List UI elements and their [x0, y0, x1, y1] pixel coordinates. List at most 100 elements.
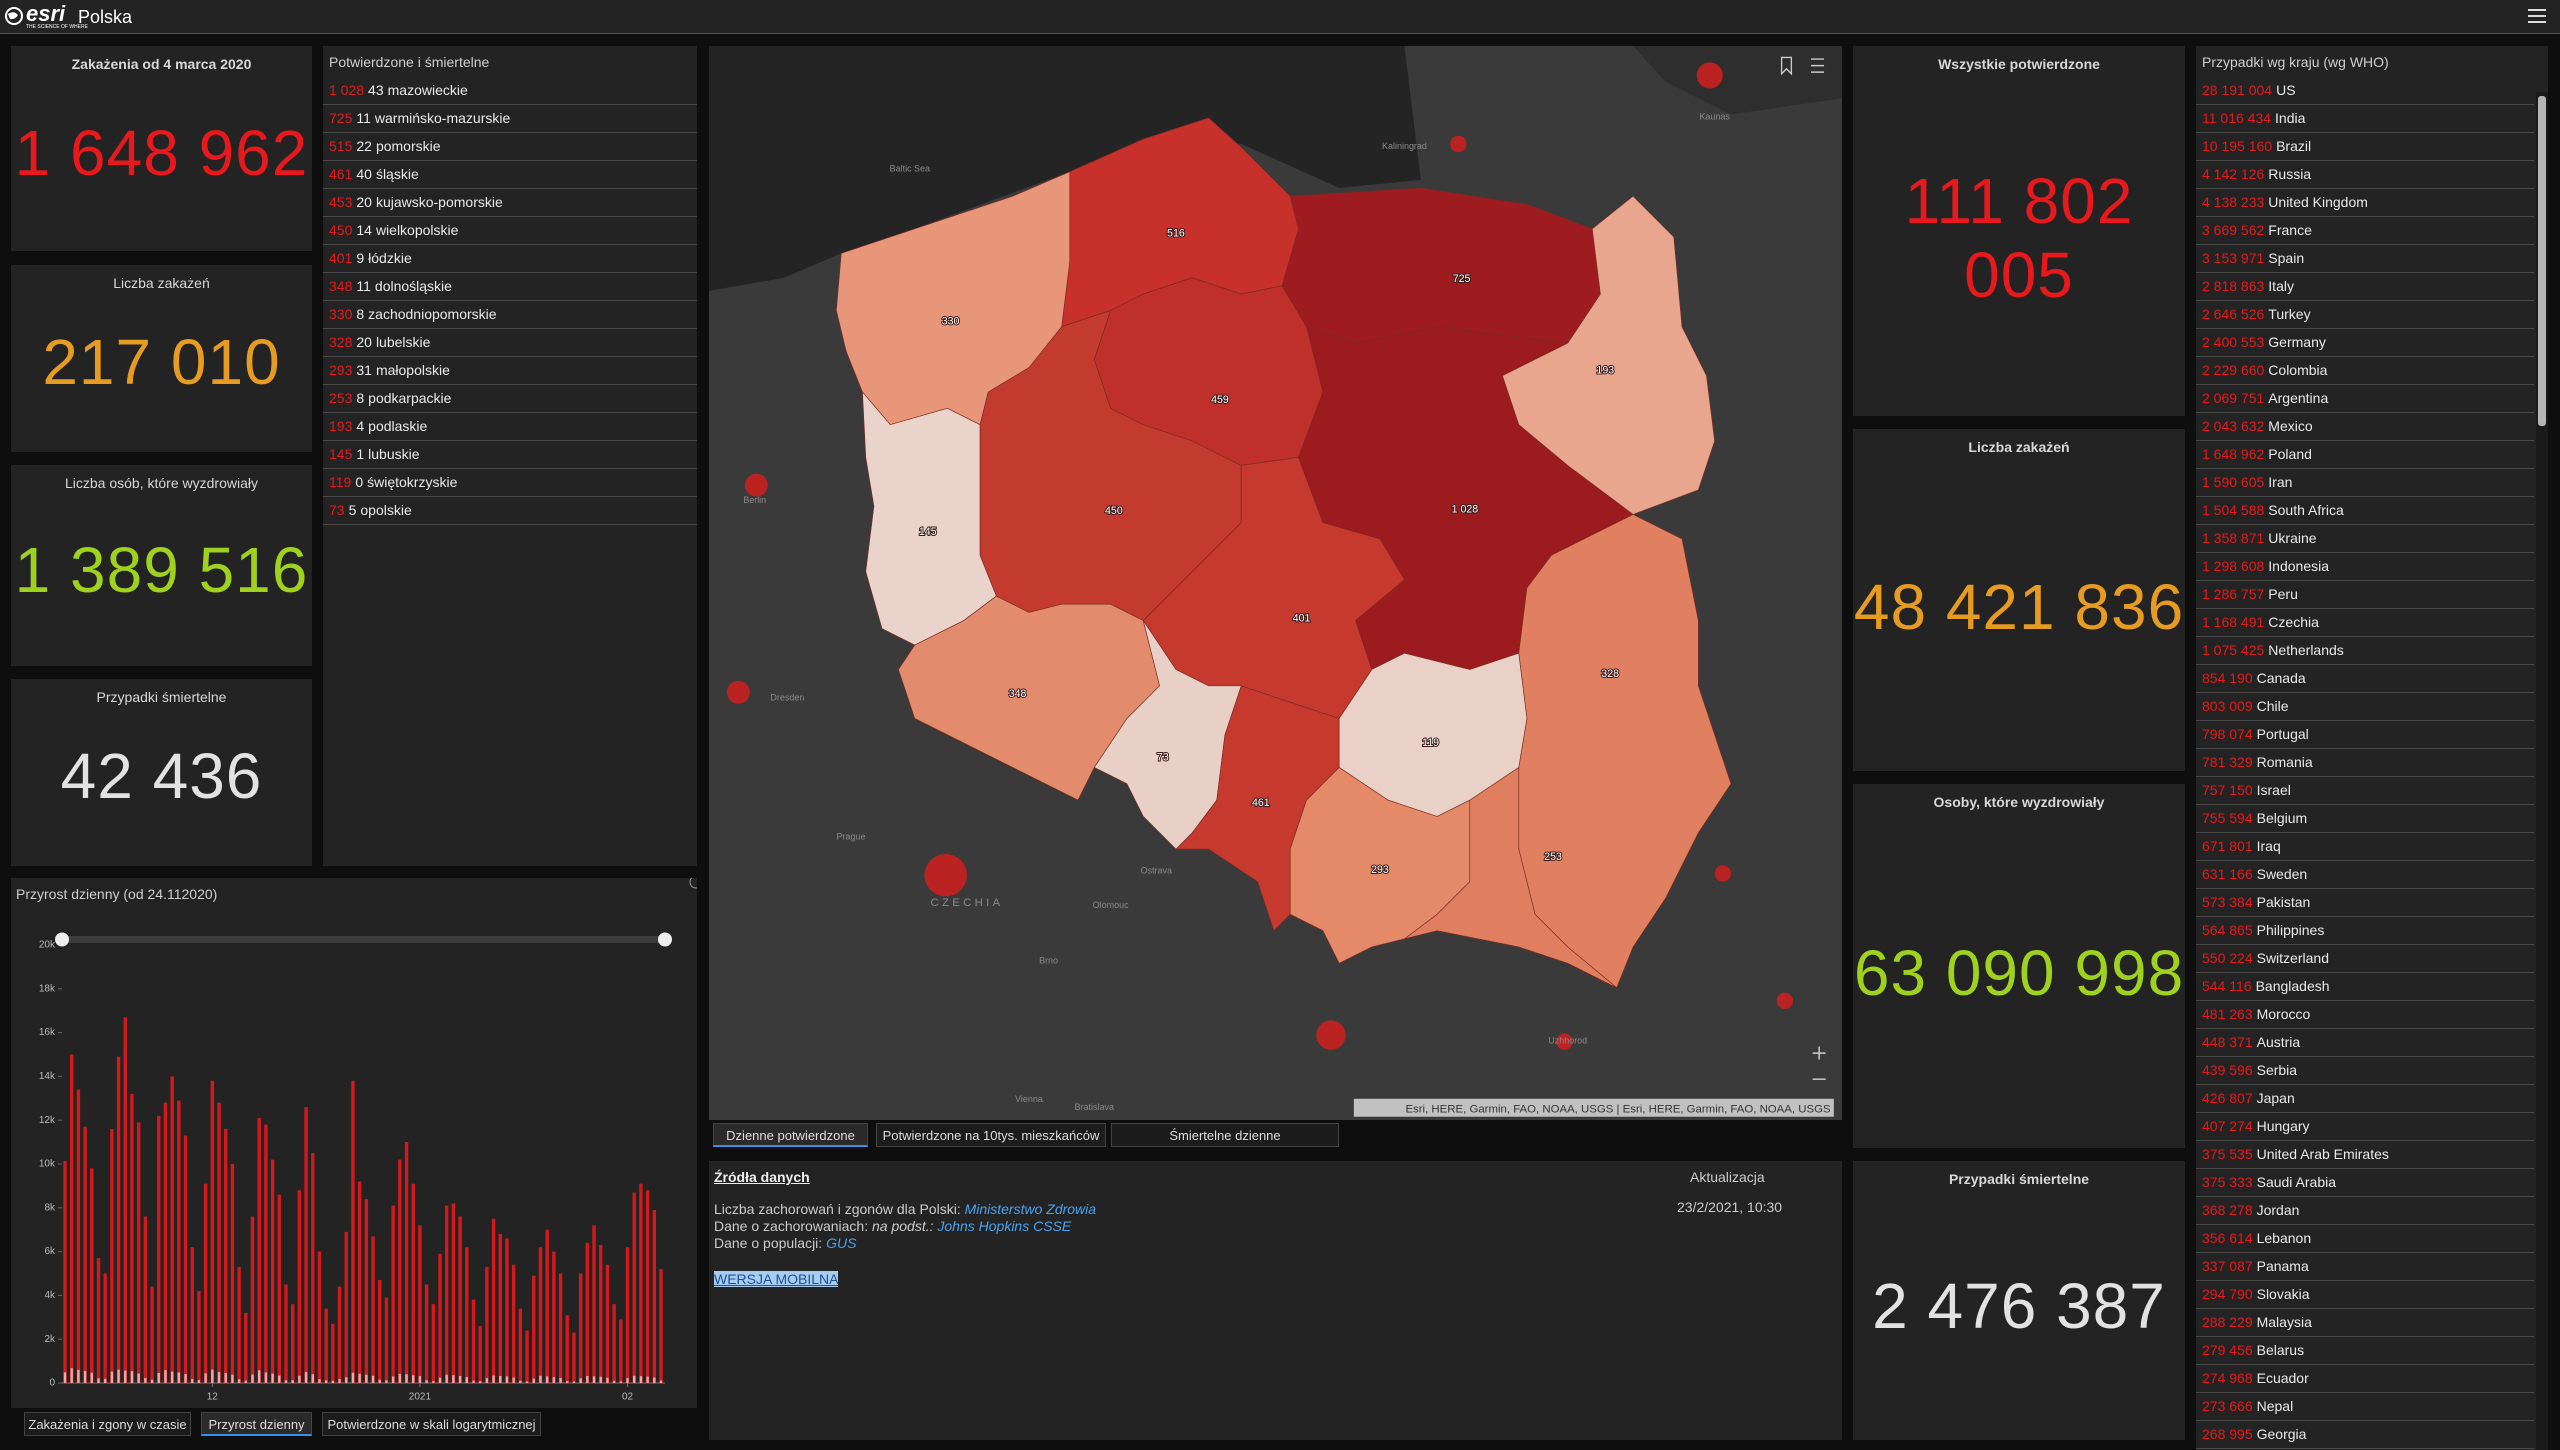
country-row: 2 818 863 Italy — [2196, 273, 2534, 301]
slider-track — [62, 936, 665, 943]
country-name: Morocco — [2256, 1006, 2311, 1022]
country-value: 288 229 — [2202, 1314, 2253, 1330]
bar — [619, 1381, 623, 1383]
bar — [418, 1376, 422, 1383]
map-tab[interactable]: Potwierdzone na 10tys. mieszkańców — [876, 1123, 1106, 1147]
country-row: 1 648 962 Poland — [2196, 441, 2534, 469]
place-label: Bratislava — [1075, 1102, 1114, 1112]
map[interactable]: 1 028 725 516 461 459 450 401 348 330 328 293 253 19… — [709, 46, 1842, 1120]
bar — [652, 1209, 657, 1383]
bar — [472, 1380, 475, 1383]
chart-tab[interactable]: Potwierdzone w skali logarytmicznej — [322, 1412, 541, 1436]
chart-tab[interactable]: Zakażenia i zgony w czasie — [24, 1412, 191, 1436]
country-value: 854 190 — [2202, 670, 2253, 686]
country-row: 426 807 Japan — [2196, 1085, 2534, 1113]
chart-tab[interactable]: Przyrost dzienny — [201, 1412, 312, 1436]
source-link[interactable]: Ministerstwo Zdrowia — [964, 1201, 1097, 1217]
source-link[interactable]: GUS — [826, 1235, 857, 1251]
place-label: Baltic Sea — [890, 164, 930, 174]
bar — [384, 1297, 389, 1383]
map-tab[interactable]: Śmiertelne dzienne — [1111, 1123, 1339, 1147]
country-name: United Arab Emirates — [2256, 1146, 2389, 1162]
bar — [311, 1374, 314, 1383]
region-name: mazowieckie — [387, 82, 468, 98]
case-dot — [1556, 1033, 1573, 1050]
globe-icon — [5, 7, 23, 25]
bar — [512, 1377, 515, 1383]
bar — [270, 1159, 275, 1383]
bar — [63, 1160, 67, 1383]
case-dot — [1316, 1020, 1346, 1050]
slider-handle — [658, 932, 672, 947]
country-value: 3 153 971 — [2202, 250, 2265, 266]
map-tab[interactable]: Dzienne potwierdzone — [713, 1123, 868, 1147]
bar — [612, 1380, 616, 1383]
bar — [211, 1369, 214, 1383]
bar — [224, 1372, 227, 1383]
country-value: 671 801 — [2202, 838, 2253, 854]
country-name: Georgia — [2256, 1426, 2307, 1442]
confirmed: 328 — [329, 334, 353, 350]
bar — [505, 1376, 509, 1383]
bar — [324, 1308, 328, 1383]
bar — [264, 1124, 268, 1383]
deaths: 31 — [356, 362, 372, 378]
stat-value: 48 421 836 — [1853, 570, 2185, 643]
update-label: Aktualizacja — [1690, 1169, 1765, 1185]
bar — [230, 1164, 235, 1383]
country-name: Colombia — [2268, 362, 2328, 378]
deaths: 8 — [356, 390, 365, 406]
country-name: Hungary — [2256, 1118, 2310, 1134]
y-tick-label: 8k — [44, 1202, 56, 1213]
region-name: wielkopolskie — [375, 222, 459, 238]
bar — [572, 1381, 576, 1383]
country-value: 337 087 — [2202, 1258, 2253, 1274]
bar — [110, 1128, 114, 1383]
bar — [405, 1374, 408, 1383]
bar — [258, 1370, 261, 1383]
bar — [559, 1377, 562, 1383]
country-value: 803 009 — [2202, 698, 2253, 714]
x-tick-label: 02 — [622, 1392, 634, 1403]
bar — [237, 1379, 241, 1383]
country-name: Austria — [2256, 1034, 2301, 1050]
country-value: 2 400 553 — [2202, 334, 2265, 350]
country-value: 426 807 — [2202, 1090, 2253, 1106]
menu-button[interactable] — [2528, 8, 2546, 24]
stat-card: Przypadki śmiertelne 42 436 — [11, 679, 312, 866]
country-row: 481 263 Morocco — [2196, 1001, 2534, 1029]
country-name: Romania — [2256, 754, 2313, 770]
bar — [231, 1374, 234, 1383]
bar — [69, 1054, 74, 1383]
stat-label: Przypadki śmiertelne — [1948, 1171, 2090, 1187]
confirmed: 1 028 — [329, 82, 365, 98]
source-link[interactable]: Johns Hopkins CSSE — [937, 1218, 1072, 1234]
country-value: 544 116 — [2202, 978, 2252, 994]
scrollbar-thumb[interactable] — [2538, 96, 2546, 426]
region-name: lubuskie — [368, 446, 420, 462]
map-panel: 1 028 725 516 461 459 450 401 348 330 328 293 253 19… — [709, 46, 1842, 1120]
bar — [116, 1056, 121, 1383]
y-tick-label: 0 — [49, 1378, 55, 1389]
bar — [177, 1100, 181, 1383]
country-row: 798 074 Portugal — [2196, 721, 2534, 749]
legend-icon — [1810, 58, 1825, 73]
bar — [257, 1118, 261, 1383]
sources-lines: Liczba zachorowań i zgonów dla Polski: M… — [714, 1201, 1096, 1252]
bar — [90, 1372, 93, 1383]
country-name: Jordan — [2256, 1202, 2300, 1218]
country-value: 1 358 871 — [2202, 530, 2265, 546]
country-value: 481 263 — [2202, 1006, 2253, 1022]
bar — [345, 1377, 348, 1383]
mobile-link[interactable]: WERSJA MOBILNA — [714, 1271, 839, 1287]
bar — [558, 1273, 563, 1383]
bar — [639, 1183, 643, 1383]
country-name: Peru — [2268, 586, 2298, 602]
bar — [432, 1381, 435, 1383]
stat-value: 1 648 962 — [14, 116, 309, 189]
region-row: 328 20 lubelskie — [323, 329, 697, 357]
country-name: Czechia — [2268, 614, 2319, 630]
bar — [344, 1231, 348, 1383]
bar — [144, 1377, 147, 1383]
bar — [411, 1183, 415, 1383]
